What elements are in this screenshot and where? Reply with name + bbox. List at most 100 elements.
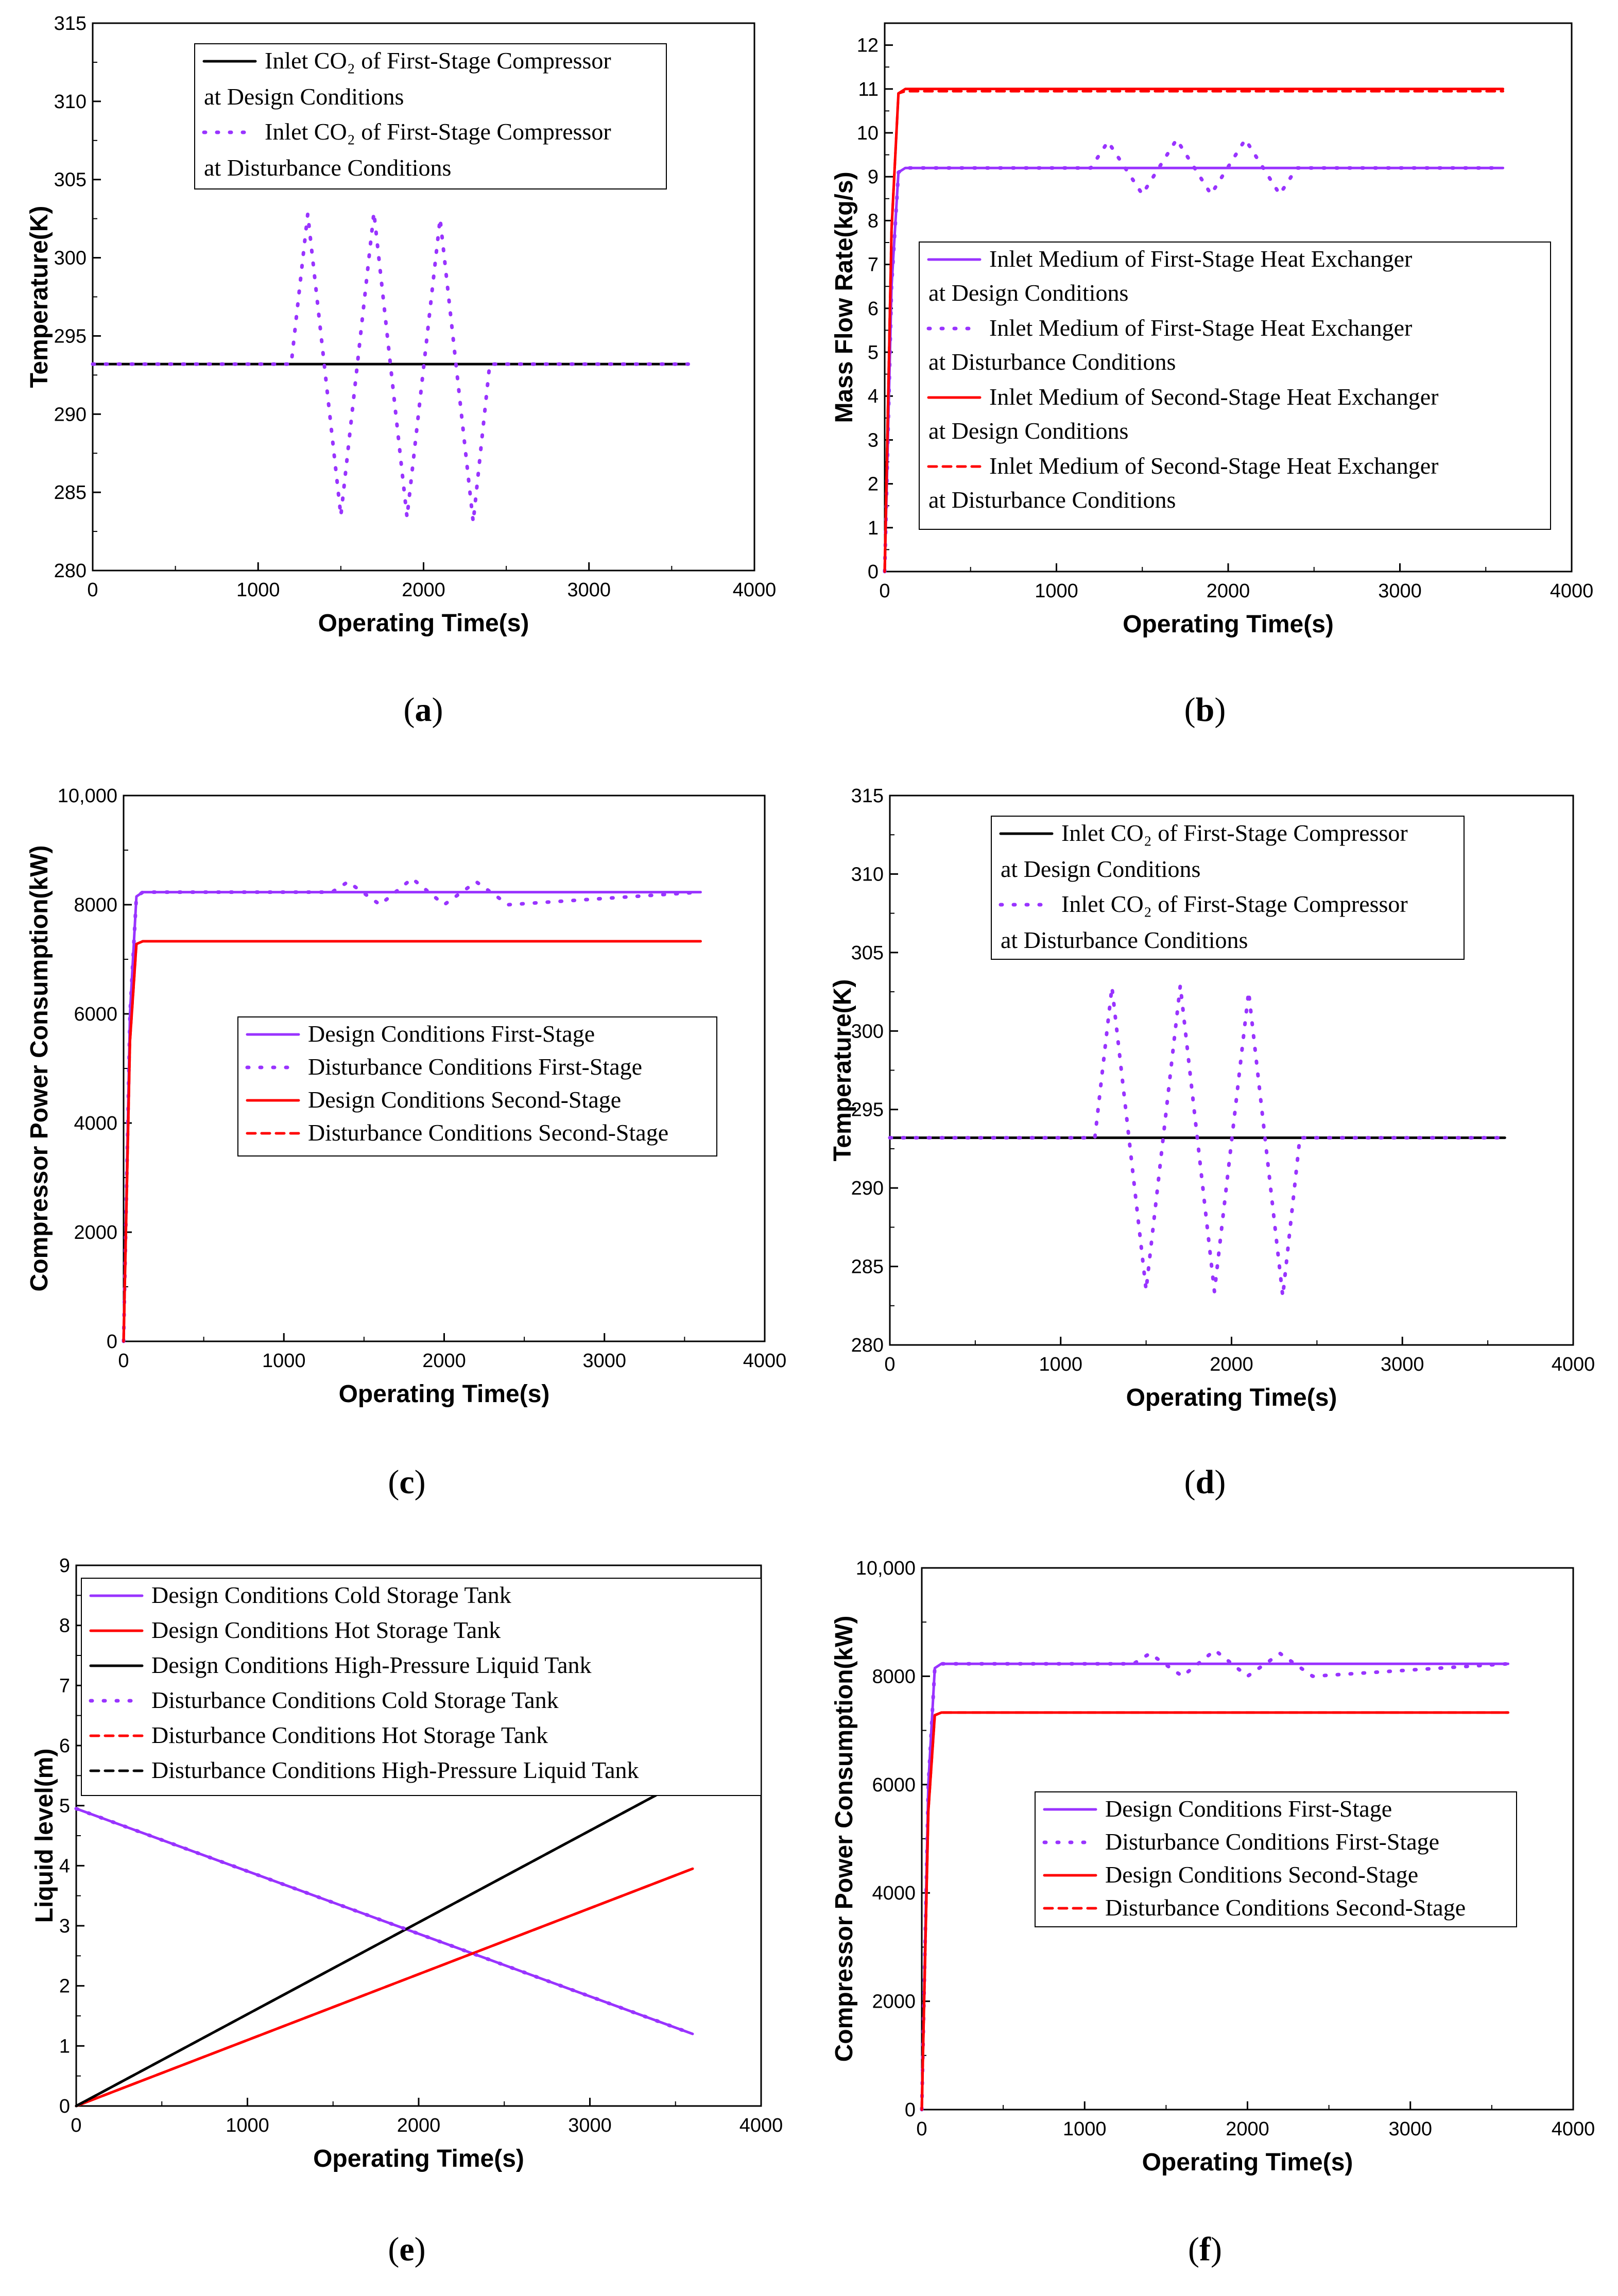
x-axis-label: Operating Time(s) — [1126, 1384, 1337, 1411]
y-tick-label: 310 — [54, 91, 87, 113]
y-tick-label: 4 — [868, 386, 879, 407]
y-tick-label: 1 — [868, 517, 879, 539]
legend-label: Disturbance Conditions Cold Storage Tank — [151, 1687, 559, 1713]
legend-label: at Design Conditions — [1001, 856, 1200, 882]
y-tick-label: 0 — [905, 2099, 916, 2121]
x-axis-label: Operating Time(s) — [1123, 611, 1334, 638]
panel-caption: (b) — [1184, 691, 1226, 729]
panel-caption: (d) — [1184, 1463, 1226, 1501]
x-tick-label: 2000 — [1226, 2118, 1269, 2140]
x-axis-label: Operating Time(s) — [318, 610, 529, 637]
y-tick-label: 4000 — [872, 1883, 916, 1904]
y-tick-label: 4 — [59, 1855, 70, 1877]
legend-box — [991, 816, 1465, 960]
y-tick-label: 295 — [54, 325, 87, 347]
y-tick-label: 10,000 — [856, 1558, 916, 1579]
legend-label: Design Conditions Cold Storage Tank — [151, 1582, 511, 1608]
x-tick-label: 1000 — [262, 1350, 306, 1372]
y-tick-label: 9 — [59, 1555, 70, 1577]
x-tick-label: 4000 — [733, 579, 777, 601]
y-axis-label: Temperature(K) — [829, 979, 856, 1162]
x-tick-label: 1000 — [1063, 2118, 1107, 2140]
legend-label: at Design Conditions — [204, 83, 404, 110]
chart-panel-c: 0 1000 2000 3000 4000 0 2000 4000 6000 8000 10,000… — [26, 785, 786, 1408]
y-tick-label: 2 — [59, 1976, 70, 1997]
series-line-first-disturbance — [883, 137, 1505, 574]
series-line-hot-disturbance — [75, 1867, 694, 2108]
legend-label: at Design Conditions — [928, 280, 1128, 306]
x-tick-label: 4000 — [743, 1350, 787, 1372]
series-line-first-disturbance — [920, 1648, 1510, 2112]
legend-label: Disturbance Conditions Second-Stage — [308, 1119, 668, 1146]
chart-panel-a: 0 1000 2000 3000 4000 280 285 290 295 300 305 310 31… — [26, 13, 776, 637]
y-tick-label: 5 — [59, 1796, 70, 1817]
x-axis-label: Operating Time(s) — [339, 1380, 550, 1408]
legend-label: Disturbance Conditions First-Stage — [308, 1054, 642, 1080]
y-axis-label: Mass Flow Rate(kg/s) — [831, 171, 858, 423]
y-tick-label: 0 — [868, 561, 879, 583]
legend-label: Inlet CO₂ of First-Stage Compressor — [1061, 891, 1408, 917]
legend-label: Inlet Medium of Second-Stage Heat Exchan… — [989, 453, 1438, 479]
legend-label: Inlet CO₂ of First-Stage Compressor — [265, 118, 611, 145]
x-tick-label: 1000 — [1039, 1354, 1082, 1375]
legend-label: Inlet CO₂ of First-Stage Compressor — [265, 47, 611, 74]
y-tick-label: 8 — [868, 210, 879, 232]
y-tick-label: 305 — [54, 169, 87, 191]
y-axis-label: Temperature(K) — [26, 206, 53, 388]
y-axis-label: Compressor Power Consumption(kW) — [26, 845, 53, 1292]
y-tick-label: 7 — [59, 1675, 70, 1697]
legend-label: Disturbance Conditions High-Pressure Liq… — [151, 1757, 639, 1783]
legend-label: Inlet CO₂ of First-Stage Compressor — [1061, 820, 1408, 846]
legend-label: Design Conditions First-Stage — [1105, 1796, 1392, 1822]
y-tick-label: 310 — [851, 864, 884, 885]
y-tick-label: 2000 — [872, 1991, 916, 2013]
legend-box — [1035, 1791, 1517, 1927]
y-tick-label: 0 — [107, 1331, 117, 1353]
legend-box — [237, 1016, 717, 1156]
y-tick-label: 6000 — [74, 1004, 117, 1025]
legend-label: Design Conditions Second-Stage — [308, 1086, 621, 1113]
x-axis-label: Operating Time(s) — [313, 2145, 524, 2172]
chart-panel-b: 0 1000 2000 3000 40000123456789101112Operati… — [831, 22, 1593, 638]
panel-caption: (a) — [404, 691, 443, 729]
y-tick-label: 290 — [851, 1178, 884, 1199]
legend-label: Disturbance Conditions Hot Storage Tank — [151, 1722, 548, 1748]
legend-label: at Disturbance Conditions — [1001, 927, 1248, 953]
x-tick-label: 2000 — [397, 2115, 441, 2136]
x-tick-label: 3000 — [1378, 580, 1422, 602]
y-tick-label: 290 — [54, 404, 87, 425]
series-line-first-disturbance — [122, 876, 702, 1343]
y-tick-label: 285 — [851, 1256, 884, 1278]
y-tick-label: 9 — [868, 166, 879, 188]
x-tick-label: 1000 — [226, 2115, 269, 2136]
y-axis-label: Liquid level(m) — [31, 1749, 58, 1923]
x-tick-label: 3000 — [1388, 2118, 1432, 2140]
legend-label: Design Conditions First-Stage — [308, 1021, 595, 1047]
legend-box — [194, 43, 667, 189]
x-tick-label: 2000 — [402, 579, 445, 601]
series-line-hp-disturbance — [75, 1774, 694, 2108]
y-tick-label: 6 — [59, 1735, 70, 1757]
chart-panel-f: 0 1000 2000 3000 4000 0 2000 4000 6000 8000 10,000… — [831, 1558, 1595, 2176]
y-tick-label: 285 — [54, 482, 87, 504]
legend-label: at Disturbance Conditions — [204, 154, 451, 181]
x-tick-label: 0 — [71, 2115, 81, 2136]
y-tick-label: 0 — [59, 2096, 70, 2117]
series-line-second-disturbance — [883, 90, 1505, 573]
y-tick-label: 5 — [868, 342, 879, 364]
x-tick-label: 2000 — [1207, 580, 1250, 602]
panel-caption: (c) — [388, 1463, 425, 1501]
y-tick-label: 8000 — [74, 894, 117, 916]
y-tick-label: 2000 — [74, 1222, 117, 1244]
y-tick-label: 280 — [54, 560, 87, 582]
x-tick-label: 4000 — [739, 2115, 783, 2136]
y-tick-label: 280 — [851, 1335, 884, 1356]
legend-box — [81, 1578, 762, 1796]
y-tick-label: 2 — [868, 474, 879, 495]
x-tick-label: 4000 — [1552, 1354, 1595, 1375]
x-tick-label: 1000 — [1035, 580, 1078, 602]
y-tick-label: 3 — [59, 1915, 70, 1937]
chart-panel-e: 0 1000 2000 3000 4000 0 1 2 3 4 5 6 7 8 9 Operating Tim… — [31, 1555, 783, 2172]
y-tick-label: 8000 — [872, 1666, 916, 1687]
